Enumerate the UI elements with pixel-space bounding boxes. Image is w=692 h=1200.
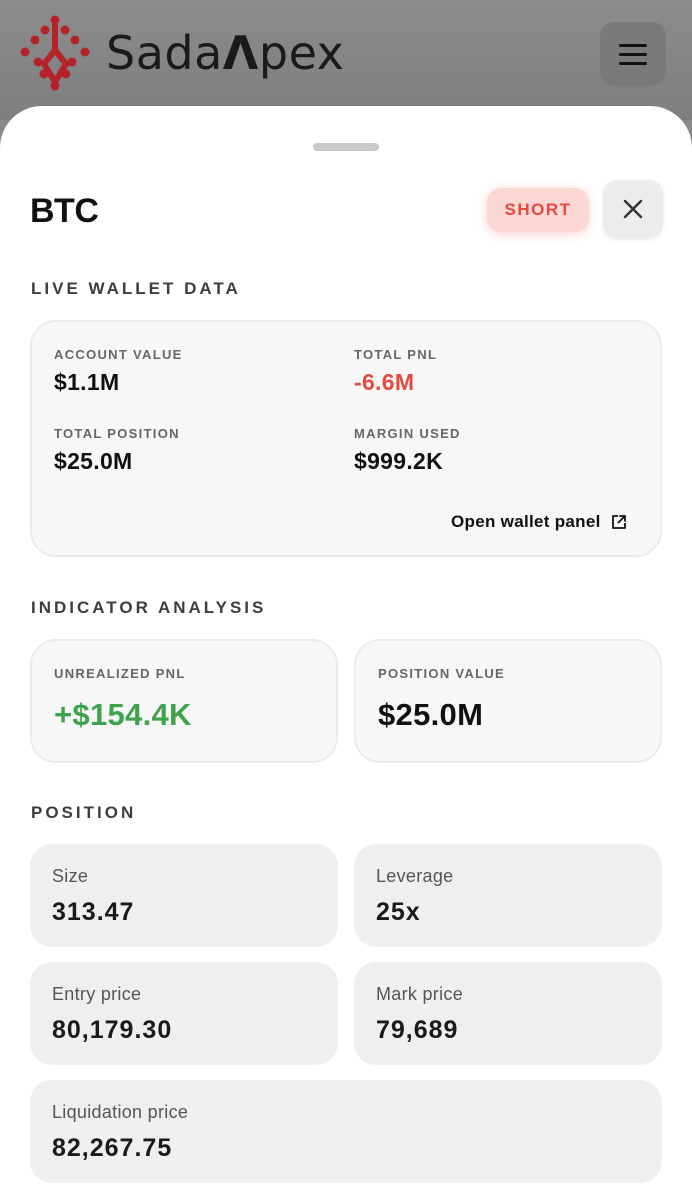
position-value-card: POSITION VALUE $25.0M bbox=[354, 639, 662, 763]
sheet-drag-handle[interactable] bbox=[313, 143, 379, 151]
total-pnl-label: TOTAL PNL bbox=[354, 347, 438, 362]
liquidation-price-label: Liquidation price bbox=[52, 1102, 189, 1122]
external-link-icon bbox=[611, 515, 626, 529]
margin-used-value: $999.2K bbox=[354, 448, 444, 474]
unrealized-pnl-value: +$154.4K bbox=[54, 697, 192, 732]
margin-used-label: MARGIN USED bbox=[354, 426, 461, 441]
top-bar: SadaΛpex bbox=[0, 0, 692, 120]
unrealized-pnl-card: UNREALIZED PNL +$154.4K bbox=[30, 639, 338, 763]
unrealized-pnl-label: UNREALIZED PNL bbox=[54, 666, 186, 681]
leverage-tile: Leverage 25x bbox=[354, 844, 662, 947]
entry-price-value: 80,179.30 bbox=[52, 1016, 173, 1044]
open-wallet-panel-label: Open wallet panel bbox=[451, 512, 601, 531]
brand-logo[interactable]: SadaΛpex bbox=[14, 12, 344, 94]
total-pnl-value: -6.6M bbox=[354, 369, 415, 395]
indicator-section-heading: INDICATOR ANALYSIS bbox=[31, 598, 267, 617]
brand-name: SadaΛpex bbox=[106, 26, 345, 80]
position-value-label: POSITION VALUE bbox=[378, 666, 506, 681]
size-label: Size bbox=[52, 866, 89, 886]
open-wallet-panel-link[interactable]: Open wallet panel bbox=[451, 512, 627, 532]
close-button[interactable] bbox=[603, 180, 663, 238]
leverage-value: 25x bbox=[376, 898, 421, 926]
position-section-heading: POSITION bbox=[31, 803, 137, 822]
size-value: 313.47 bbox=[52, 898, 135, 926]
account-value: $1.1M bbox=[54, 369, 120, 395]
entry-price-label: Entry price bbox=[52, 984, 142, 1004]
leverage-label: Leverage bbox=[376, 866, 454, 886]
mark-price-label: Mark price bbox=[376, 984, 464, 1004]
entry-price-tile: Entry price 80,179.30 bbox=[30, 962, 338, 1065]
wallet-card: ACCOUNT VALUE $1.1M TOTAL PNL -6.6M TOTA… bbox=[30, 320, 662, 557]
size-tile: Size 313.47 bbox=[30, 844, 338, 947]
total-position-value: $25.0M bbox=[54, 448, 133, 474]
brand-logo-icon bbox=[20, 15, 90, 91]
wallet-section-heading: LIVE WALLET DATA bbox=[31, 279, 241, 298]
mark-price-value: 79,689 bbox=[376, 1016, 459, 1044]
hamburger-icon bbox=[619, 43, 647, 47]
liquidation-price-value: 82,267.75 bbox=[52, 1134, 173, 1162]
position-sheet: BTC SHORT LIVE WALLET DATA ACCOUNT VALUE… bbox=[0, 106, 692, 1200]
side-badge: SHORT bbox=[487, 188, 589, 232]
mark-price-tile: Mark price 79,689 bbox=[354, 962, 662, 1065]
position-value: $25.0M bbox=[378, 697, 484, 732]
menu-button[interactable] bbox=[600, 22, 666, 86]
account-value-label: ACCOUNT VALUE bbox=[54, 347, 183, 362]
total-position-label: TOTAL POSITION bbox=[54, 426, 180, 441]
sheet-title: BTC bbox=[30, 192, 99, 230]
close-icon bbox=[623, 199, 643, 219]
liquidation-price-tile: Liquidation price 82,267.75 bbox=[30, 1080, 662, 1183]
